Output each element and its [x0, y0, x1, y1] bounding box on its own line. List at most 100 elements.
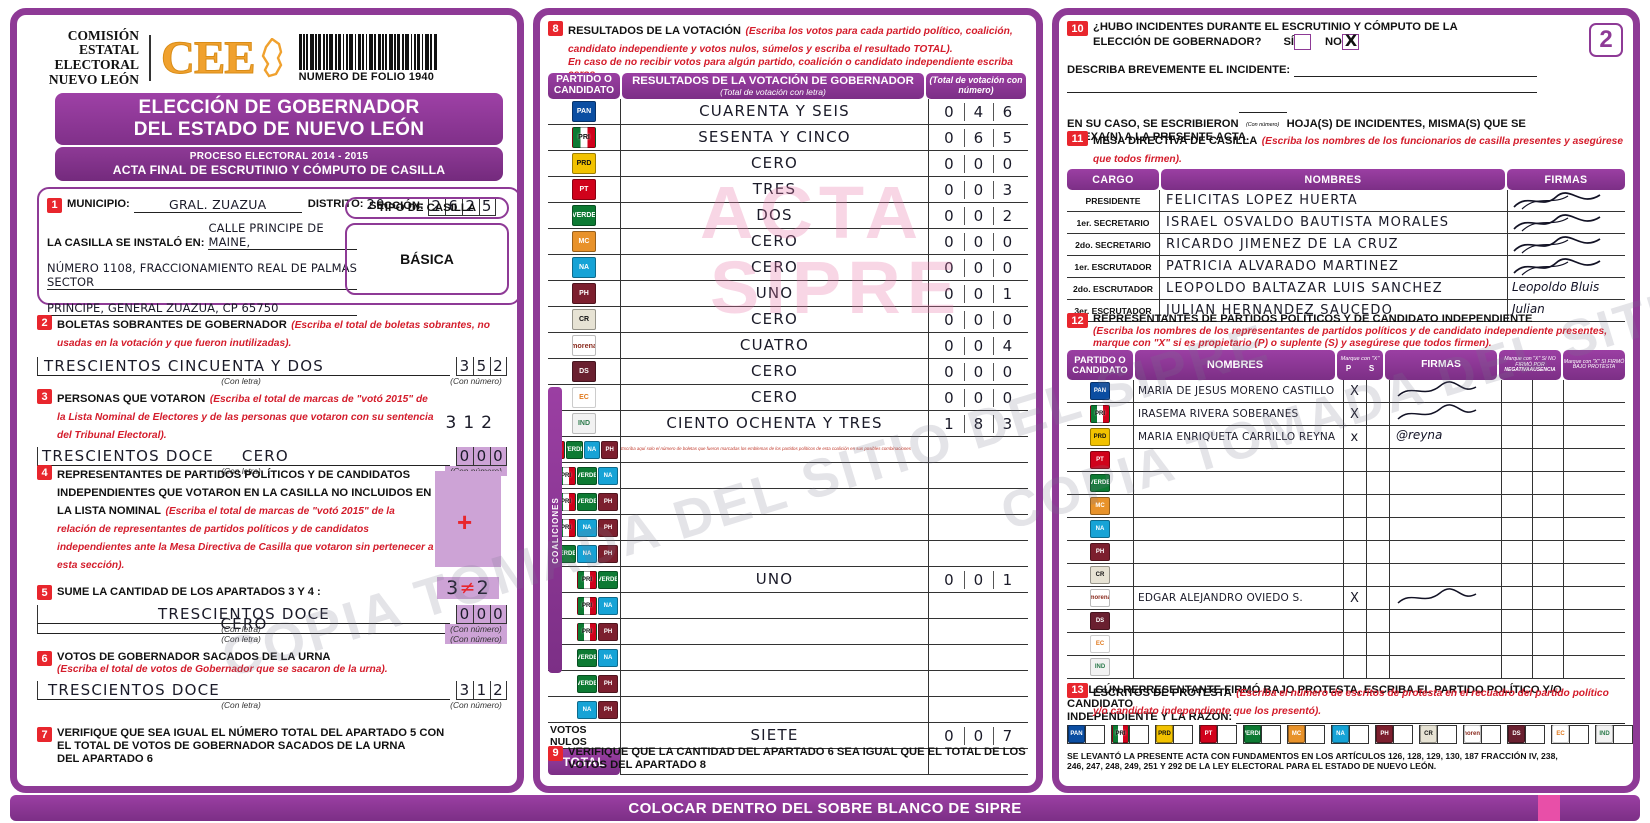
- section-4-letra[interactable]: CERO: [37, 615, 450, 634]
- party-votes-letra[interactable]: TRES: [620, 177, 928, 203]
- rep-nombre[interactable]: [1133, 656, 1343, 680]
- coalition-votes-letra[interactable]: [620, 697, 928, 723]
- party-votes-letra[interactable]: CERO: [620, 229, 928, 255]
- no-checkbox[interactable]: [1341, 31, 1359, 51]
- si-checkbox[interactable]: [1294, 34, 1312, 51]
- coalition-votes-digits[interactable]: [928, 541, 1028, 567]
- rep-nofirmo-cells[interactable]: [1501, 633, 1563, 657]
- coalition-votes-letra[interactable]: [620, 463, 928, 489]
- mesa-firma[interactable]: [1507, 234, 1625, 256]
- protest-box[interactable]: IND: [1595, 724, 1633, 744]
- rep-protesta-cell[interactable]: [1563, 403, 1625, 427]
- rep-nombre[interactable]: IRASEMA RIVERA SOBERANES: [1133, 403, 1343, 427]
- protest-box[interactable]: PH: [1375, 724, 1413, 744]
- party-votes-letra[interactable]: DOS: [620, 203, 928, 229]
- rep-nombre[interactable]: MARIA ENRIQUETA CARRILLO REYNA: [1133, 426, 1343, 450]
- party-votes-letra[interactable]: CERO: [620, 307, 928, 333]
- coalition-votes-letra[interactable]: [620, 671, 928, 697]
- rep-protesta-cell[interactable]: [1563, 587, 1625, 611]
- protest-box[interactable]: PT: [1199, 724, 1237, 744]
- address-line-2[interactable]: NÚMERO 1108, FRACCIONAMIENTO REAL DE PAL…: [47, 261, 357, 290]
- incidente-input-2[interactable]: [1067, 79, 1537, 94]
- tipo-casilla-value[interactable]: BÁSICA: [345, 223, 509, 295]
- rep-propietario-suplente[interactable]: [1343, 495, 1389, 519]
- rep-nofirmo-cells[interactable]: [1501, 380, 1563, 404]
- rep-nombre[interactable]: MARIA DE JESUS MORENO CASTILLO: [1133, 380, 1343, 404]
- rep-firma[interactable]: [1389, 541, 1501, 565]
- rep-propietario-suplente[interactable]: X: [1343, 587, 1389, 611]
- rep-nombre[interactable]: [1133, 541, 1343, 565]
- section-3-letra[interactable]: TRESCIENTOS DOCE CERO: [37, 447, 450, 466]
- protest-box[interactable]: morena: [1463, 724, 1501, 744]
- rep-firma[interactable]: [1389, 472, 1501, 496]
- rep-protesta-cell[interactable]: [1563, 541, 1625, 565]
- rep-firma[interactable]: [1389, 587, 1501, 611]
- votos-nulos-letra[interactable]: SIETE: [620, 723, 928, 749]
- protest-box[interactable]: PRI: [1111, 724, 1149, 744]
- protest-box[interactable]: EC: [1551, 724, 1589, 744]
- municipio-value[interactable]: GRAL. ZUAZUA: [133, 197, 302, 213]
- coalition-votes-letra[interactable]: [620, 645, 928, 671]
- incidente-input-1[interactable]: [1294, 65, 1537, 78]
- rep-propietario-suplente[interactable]: X: [1343, 403, 1389, 427]
- rep-propietario-suplente[interactable]: [1343, 610, 1389, 634]
- rep-nofirmo-cells[interactable]: [1501, 472, 1563, 496]
- mesa-firma[interactable]: [1507, 256, 1625, 278]
- rep-propietario-suplente[interactable]: [1343, 564, 1389, 588]
- rep-propietario-suplente[interactable]: [1343, 518, 1389, 542]
- mesa-nombre[interactable]: LEOPOLDO BALTAZAR LUIS SANCHEZ: [1159, 278, 1507, 300]
- section-5-letra[interactable]: TRESCIENTOS DOCE: [37, 605, 450, 624]
- rep-nombre[interactable]: [1133, 495, 1343, 519]
- rep-firma[interactable]: [1389, 633, 1501, 657]
- rep-nombre[interactable]: [1133, 564, 1343, 588]
- rep-nofirmo-cells[interactable]: [1501, 518, 1563, 542]
- rep-nofirmo-cells[interactable]: [1501, 564, 1563, 588]
- rep-firma[interactable]: [1389, 564, 1501, 588]
- rep-nofirmo-cells[interactable]: [1501, 541, 1563, 565]
- rep-nombre[interactable]: [1133, 610, 1343, 634]
- protest-count-input[interactable]: [1614, 724, 1633, 744]
- coalition-votes-digits[interactable]: [928, 437, 1028, 463]
- protest-box[interactable]: NA: [1331, 724, 1369, 744]
- party-votes-letra[interactable]: CUATRO: [620, 333, 928, 359]
- rep-firma[interactable]: [1389, 495, 1501, 519]
- rep-nombre[interactable]: [1133, 449, 1343, 473]
- rep-firma[interactable]: [1389, 610, 1501, 634]
- protest-box[interactable]: DS: [1507, 724, 1545, 744]
- seccion-digits[interactable]: 2 6 2 5: [427, 197, 496, 216]
- protest-count-input[interactable]: [1394, 724, 1413, 744]
- coalition-votes-letra[interactable]: UNO: [620, 567, 928, 593]
- coalition-votes-digits[interactable]: [928, 593, 1028, 619]
- protest-box[interactable]: CR: [1419, 724, 1457, 744]
- rep-nofirmo-cells[interactable]: [1501, 610, 1563, 634]
- rep-protesta-cell[interactable]: [1563, 449, 1625, 473]
- section-5-digits-top[interactable]: 3≠2: [437, 577, 499, 599]
- mesa-firma[interactable]: Julian: [1507, 300, 1625, 322]
- protest-box[interactable]: PRD: [1155, 724, 1193, 744]
- coalition-votes-digits[interactable]: [928, 515, 1028, 541]
- party-votes-letra[interactable]: CUARENTA Y SEIS: [620, 99, 928, 125]
- coalition-votes-letra[interactable]: [620, 619, 928, 645]
- protest-count-input[interactable]: [1130, 724, 1149, 744]
- rep-firma[interactable]: [1389, 449, 1501, 473]
- rep-propietario-suplente[interactable]: [1343, 472, 1389, 496]
- rep-firma[interactable]: [1389, 656, 1501, 680]
- rep-protesta-cell[interactable]: [1563, 633, 1625, 657]
- coalition-votes-letra[interactable]: [620, 515, 928, 541]
- coalition-votes-letra[interactable]: [620, 593, 928, 619]
- rep-propietario-suplente[interactable]: X: [1343, 380, 1389, 404]
- protest-count-input[interactable]: [1350, 724, 1369, 744]
- mesa-firma[interactable]: Leopoldo Bluis: [1507, 278, 1625, 300]
- protest-razon-input[interactable]: [1236, 712, 1625, 724]
- party-votes-letra[interactable]: CERO: [620, 385, 928, 411]
